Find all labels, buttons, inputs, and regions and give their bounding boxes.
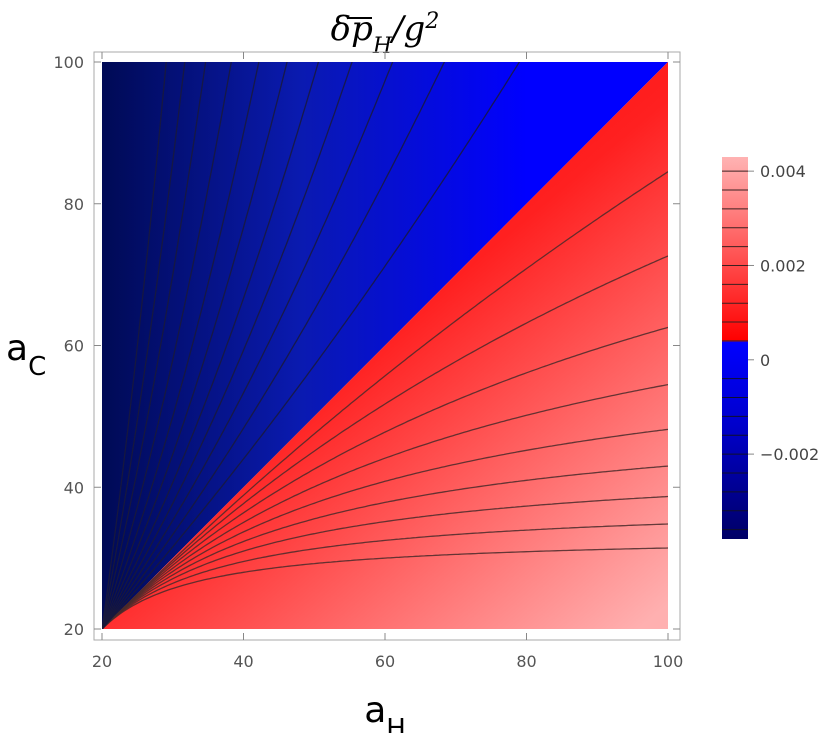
- x-tick-label: 20: [92, 652, 112, 671]
- y-tick-label: 80: [64, 195, 84, 214]
- y-tick-label: 40: [64, 478, 84, 497]
- contour-negative-7: [102, 62, 232, 629]
- colorbar-ticks: 0.004 0.002 0 −0.002: [748, 162, 819, 464]
- contour-positive-5: [102, 465, 668, 629]
- contour-positive-2: [102, 326, 668, 629]
- contour-positive-1: [102, 255, 668, 629]
- x-tick-label: 60: [375, 652, 395, 671]
- contour-positive-6: [102, 495, 668, 629]
- colorbar: 0.004 0.002 0 −0.002: [722, 157, 819, 539]
- chart-title: δpH/g2: [331, 9, 440, 59]
- colorbar-contour-levels: [722, 170, 748, 531]
- contour-lines: [102, 62, 668, 629]
- contour-positive-4: [102, 428, 668, 629]
- colorbar-tick-label: 0.004: [760, 162, 806, 181]
- contour-negative-5: [102, 62, 288, 629]
- contour-negative-0: [102, 62, 521, 629]
- contour-positive-0: [102, 171, 668, 629]
- y-tick-label: 100: [53, 53, 84, 72]
- x-tick-label: 100: [653, 652, 684, 671]
- plot-area: [102, 62, 668, 629]
- contour-negative-6: [102, 62, 260, 629]
- contour-negative-8: [102, 62, 207, 629]
- contour-negative-4: [102, 62, 320, 629]
- x-tick-label: 80: [516, 652, 536, 671]
- x-axis-label: aH: [364, 690, 406, 733]
- contour-positive-8: [102, 547, 668, 629]
- contour-negative-1: [102, 62, 446, 629]
- colorbar-tick-label: 0.002: [760, 256, 806, 275]
- x-axis: 20 40 60 80 100: [92, 52, 683, 671]
- colorbar-tick-label: 0: [760, 351, 770, 370]
- contour-positive-3: [102, 383, 668, 629]
- contour-negative-3: [102, 62, 353, 629]
- contour-negative-2: [102, 62, 394, 629]
- colorbar-gradient: [722, 157, 748, 539]
- y-tick-label: 20: [64, 620, 84, 639]
- colorbar-tick-label: −0.002: [760, 445, 819, 464]
- y-tick-label: 60: [64, 337, 84, 356]
- x-tick-label: 40: [233, 652, 253, 671]
- contour-positive-7: [102, 523, 668, 629]
- positive-region: [102, 62, 668, 629]
- y-axis-label: aC: [6, 328, 46, 382]
- y-axis: 20 40 60 80 100: [53, 53, 680, 639]
